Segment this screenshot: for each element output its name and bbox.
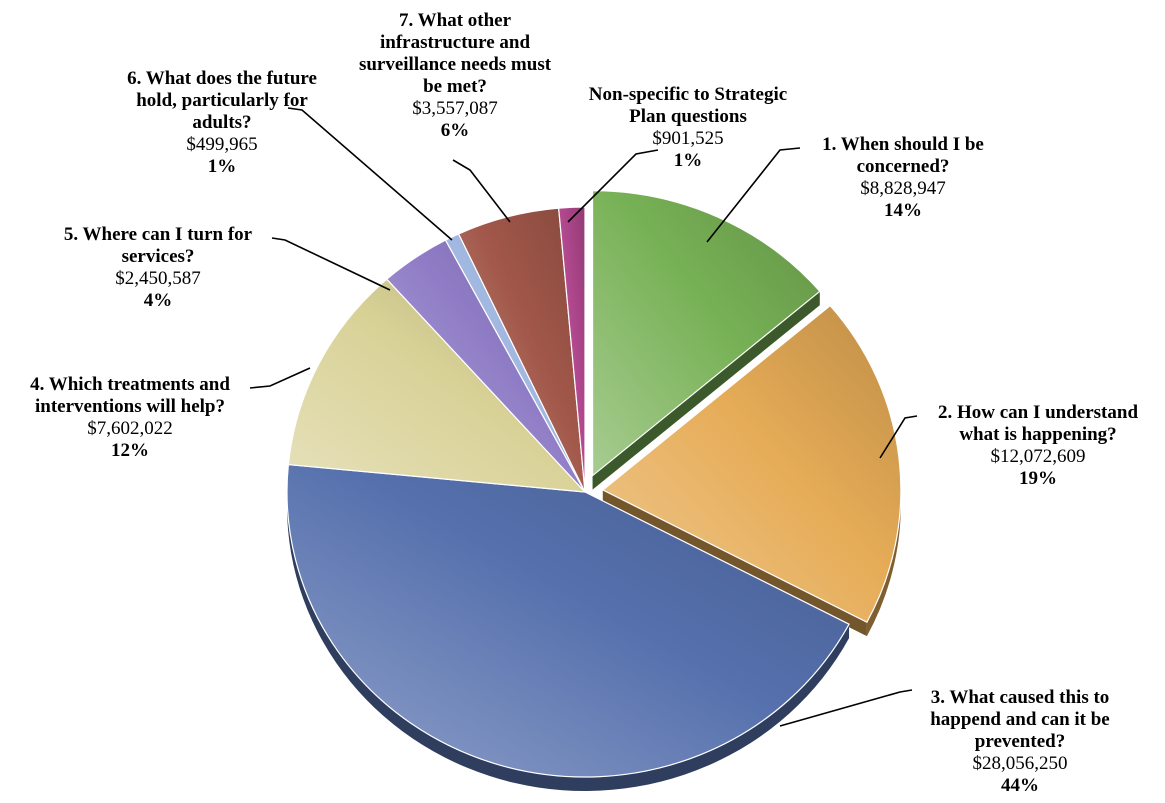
slice-title-q1: 1. When should I be: [822, 134, 984, 155]
slice-title-q5: 5. Where can I turn for: [64, 224, 253, 245]
slice-label-q1: 1. When should I beconcerned?$8,828,9471…: [822, 134, 984, 221]
slice-amount-q7: $3,557,087: [412, 98, 498, 119]
slice-percent-q4: 12%: [111, 440, 149, 461]
slice-amount-q5: $2,450,587: [115, 268, 201, 289]
slice-percent-q2: 19%: [1019, 468, 1057, 489]
slice-amount-q3: $28,056,250: [973, 753, 1068, 774]
slice-title-q3: 3. What caused this to: [931, 687, 1110, 708]
pie-slices: [286, 190, 902, 778]
slice-percent-q7: 6%: [441, 120, 470, 141]
slice-amount-ns: $901,525: [652, 128, 723, 149]
slice-percent-ns: 1%: [674, 150, 703, 171]
slice-title-q6: 6. What does the future: [127, 68, 317, 89]
slice-title-q1: concerned?: [857, 156, 950, 177]
slice-title-q3: prevented?: [975, 731, 1065, 752]
slice-title-q4: interventions will help?: [35, 396, 225, 417]
slice-title-q7: surveillance needs must: [359, 54, 552, 75]
leader-line-q7: [452, 159, 511, 223]
slice-percent-q6: 1%: [208, 156, 237, 177]
slice-title-q7: be met?: [423, 76, 487, 97]
slice-labels: 1. When should I beconcerned?$8,828,9471…: [30, 10, 1138, 796]
slice-percent-q1: 14%: [884, 200, 922, 221]
slice-title-q7: 7. What other: [399, 10, 512, 31]
leader-line-ns: [567, 149, 659, 223]
slice-amount-q4: $7,602,022: [87, 418, 173, 439]
leader-line-q1: [706, 147, 801, 243]
leader-line-q5: [271, 237, 391, 291]
pie-slice-q4: [287, 278, 587, 493]
slice-amount-q2: $12,072,609: [991, 446, 1086, 467]
slice-title-q6: adults?: [192, 112, 251, 133]
slice-title-q5: services?: [122, 246, 195, 267]
slice-title-q6: hold, particularly for: [136, 90, 308, 111]
slice-percent-q3: 44%: [1001, 775, 1039, 796]
pie-slice-q1: [591, 190, 821, 477]
slice-amount-q6: $499,965: [186, 134, 257, 155]
slice-title-q3: happend and can it be: [930, 709, 1110, 730]
slice-title-q2: 2. How can I understand: [938, 402, 1138, 423]
leader-line-q3: [779, 689, 913, 727]
leader-lines: [249, 107, 918, 727]
pie-slice-q2: [601, 304, 902, 623]
slice-percent-q5: 4%: [144, 290, 173, 311]
slice-title-ns: Non-specific to Strategic: [589, 84, 787, 105]
leader-line-q2: [879, 415, 918, 459]
leader-line-q6: [287, 107, 453, 241]
slice-side-q2: [866, 490, 901, 637]
slice-title-q7: infrastructure and: [380, 32, 530, 53]
slice-edge-q1-1: [592, 291, 820, 490]
pie-slice-q3: [286, 463, 850, 778]
pie-slice-ns: [557, 206, 586, 493]
slice-label-q5: 5. Where can I turn forservices?$2,450,5…: [64, 224, 253, 311]
leader-line-q4: [249, 367, 311, 389]
slice-title-q4: 4. Which treatments and: [30, 374, 230, 395]
slice-amount-q1: $8,828,947: [860, 178, 946, 199]
slice-title-q2: what is happening?: [959, 424, 1116, 445]
slice-title-ns: Plan questions: [629, 106, 747, 127]
